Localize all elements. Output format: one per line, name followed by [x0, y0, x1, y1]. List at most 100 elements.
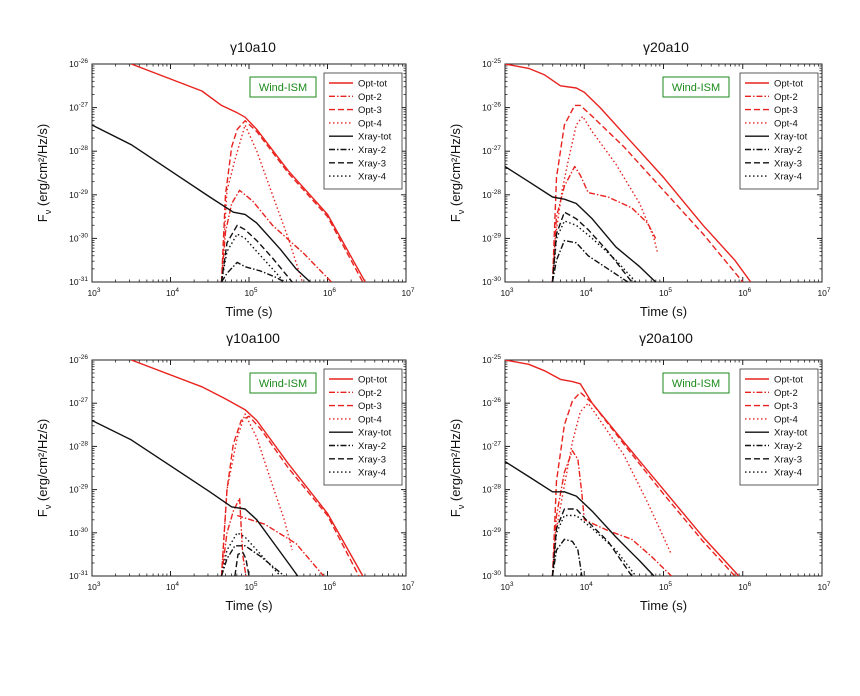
series-line-xray-tot — [505, 460, 655, 576]
y-tick-label: 10-29 — [69, 189, 88, 200]
y-tick-label: 10-28 — [69, 440, 88, 451]
legend-label: Opt-2 — [774, 388, 798, 399]
legend-label: Opt-3 — [774, 105, 798, 116]
series-line-opt-4 — [551, 115, 658, 282]
legend-label: Xray-4 — [774, 172, 802, 183]
x-tick-label: 104 — [580, 287, 593, 298]
legend-label: Xray-tot — [358, 132, 392, 143]
chart-title: γ20a10 — [643, 39, 689, 55]
x-tick-label: 103 — [500, 287, 513, 298]
series-line-opt-2 — [220, 189, 332, 282]
series-line-xray-3 — [220, 224, 293, 282]
x-tick-label: 107 — [817, 287, 830, 298]
chart-panel-2: γ20a10 103 104 105 106 107 10-30 10-29 10-28 10-2… — [448, 39, 831, 319]
series-line-xray-3 — [234, 551, 250, 576]
x-tick-label: 106 — [323, 287, 336, 298]
y-tick-label: 10-31 — [69, 570, 88, 581]
x-tick-label: 106 — [323, 581, 336, 592]
legend-label: Xray-4 — [358, 468, 386, 479]
y-tick-label: 10-26 — [482, 397, 501, 408]
annotation-label: Wind-ISM — [672, 378, 720, 390]
series-line-opt-tot — [505, 360, 740, 576]
x-tick-label: 105 — [244, 581, 257, 592]
x-axis-label: Time (s) — [225, 304, 272, 319]
legend-label: Xray-3 — [358, 158, 386, 169]
annotation-box — [249, 76, 317, 98]
series-line-xray-tot — [92, 124, 311, 282]
y-tick-label: 10-27 — [69, 102, 88, 113]
x-axis-label: Time (s) — [640, 304, 687, 319]
annotation-box — [662, 76, 730, 98]
x-tick-label: 107 — [401, 287, 414, 298]
legend-label: Opt-tot — [774, 375, 803, 386]
y-axis-label: Fν (erg/cm²/Hz/s) — [448, 124, 466, 222]
legend-box — [323, 368, 403, 486]
legend-label: Xray-4 — [774, 468, 802, 479]
series-line-opt-tot — [131, 64, 366, 282]
series-line-opt-3 — [220, 120, 364, 282]
legend-label: Opt-2 — [358, 92, 382, 103]
series-line-opt-3 — [551, 104, 744, 282]
x-tick-label: 103 — [500, 581, 513, 592]
series-line-xray-2 — [551, 538, 583, 576]
series-group — [92, 360, 364, 576]
legend-label: Xray-2 — [358, 145, 386, 156]
legend-label: Opt-3 — [774, 401, 798, 412]
legend-label: Opt-3 — [358, 105, 382, 116]
y-tick-label: 10-25 — [482, 58, 501, 69]
series-line-opt-4 — [551, 402, 673, 576]
y-tick-label: 10-29 — [69, 484, 88, 495]
y-tick-label: 10-28 — [69, 145, 88, 156]
series-line-xray-3 — [551, 508, 633, 576]
y-tick-label: 10-29 — [482, 527, 501, 538]
y-tick-label: 10-26 — [69, 354, 88, 365]
series-line-opt-3 — [551, 391, 736, 576]
x-tick-label: 105 — [244, 287, 257, 298]
x-tick-label: 107 — [401, 581, 414, 592]
y-tick-label: 10-30 — [69, 232, 88, 243]
y-axis-label: Fν (erg/cm²/Hz/s) — [35, 419, 53, 517]
chart-title: γ10a100 — [226, 330, 280, 346]
chart-panel-3: γ10a100 103 104 105 106 107 10-31 10-30 10-29 10-… — [35, 330, 415, 613]
legend-label: Xray-3 — [774, 454, 802, 465]
legend-box — [739, 368, 819, 486]
x-tick-label: 104 — [166, 287, 179, 298]
y-tick-label: 10-30 — [482, 276, 501, 287]
legend-label: Xray-2 — [358, 441, 386, 452]
series-line-opt-2 — [551, 450, 672, 576]
series-line-opt-2 — [551, 165, 657, 282]
y-tick-label: 10-27 — [482, 440, 501, 451]
legend-label: Opt-2 — [774, 92, 798, 103]
y-axis-label: Fν (erg/cm²/Hz/s) — [35, 124, 53, 222]
series-line-opt-2 — [220, 497, 247, 576]
annotation-label: Wind-ISM — [259, 82, 307, 94]
legend-label: Xray-3 — [358, 454, 386, 465]
x-tick-label: 103 — [87, 581, 100, 592]
legend-label: Xray-tot — [774, 428, 808, 439]
y-tick-label: 10-31 — [69, 276, 88, 287]
annotation-box — [249, 372, 317, 394]
x-tick-label: 105 — [659, 581, 672, 592]
x-tick-label: 106 — [738, 581, 751, 592]
y-tick-label: 10-26 — [69, 58, 88, 69]
annotation-box — [662, 372, 730, 394]
legend-label: Opt-tot — [774, 79, 803, 90]
y-tick-label: 10-26 — [482, 102, 501, 113]
legend-label: Opt-4 — [358, 414, 382, 425]
legend-label: Xray-tot — [774, 132, 808, 143]
series-group — [92, 64, 366, 282]
series-line-xray-2 — [220, 545, 285, 576]
series-line-opt-tot — [505, 64, 752, 282]
series-line-xray-4 — [220, 233, 285, 282]
chart-panel-1: γ10a10 103 104 105 106 107 10-31 10-30 10-29 10-2… — [35, 39, 415, 319]
annotation-label: Wind-ISM — [259, 378, 307, 390]
series-group — [505, 64, 752, 282]
series-line-xray-2 — [551, 239, 629, 282]
y-tick-label: 10-28 — [482, 189, 501, 200]
y-tick-label: 10-27 — [69, 397, 88, 408]
y-tick-label: 10-29 — [482, 232, 501, 243]
y-tick-label: 10-30 — [482, 570, 501, 581]
series-line-opt-4 — [220, 124, 304, 282]
chart-panel-4: γ20a100 103 104 105 106 107 10-30 10-29 10-28 10-… — [448, 330, 831, 613]
